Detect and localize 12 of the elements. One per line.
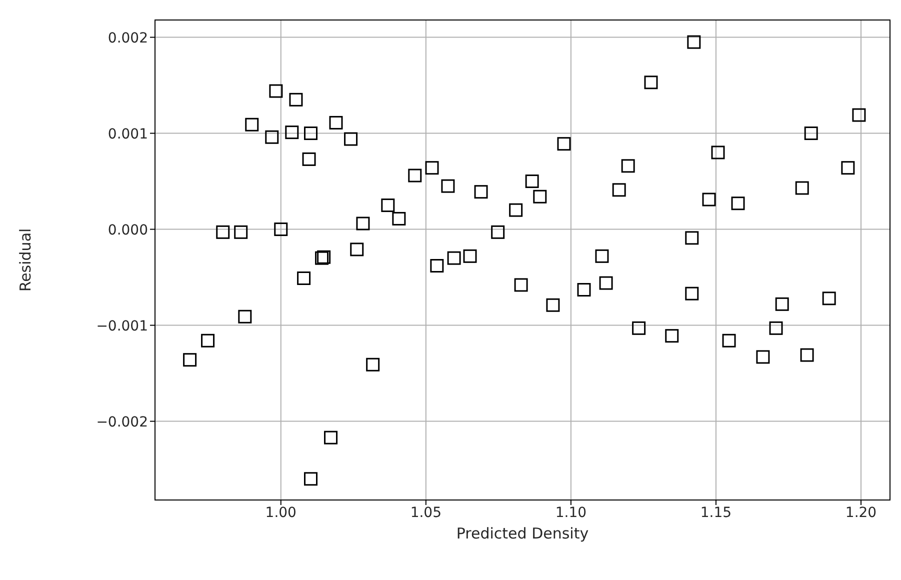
- y-tick-label: 0.000: [108, 222, 148, 238]
- x-tick-label: 1.15: [700, 504, 732, 521]
- x-tick-label: 1.05: [410, 504, 442, 521]
- y-tick-label: −0.001: [96, 318, 148, 334]
- x-axis-title: Predicted Density: [456, 524, 589, 543]
- y-tick-label: 0.002: [108, 30, 148, 46]
- y-tick-label: −0.002: [96, 414, 148, 430]
- y-tick-label: 0.001: [108, 126, 148, 142]
- y-axis-title: Residual: [16, 228, 34, 292]
- x-tick-label: 1.00: [265, 504, 296, 521]
- x-tick-label: 1.10: [555, 504, 587, 521]
- x-tick-label: 1.20: [845, 504, 877, 521]
